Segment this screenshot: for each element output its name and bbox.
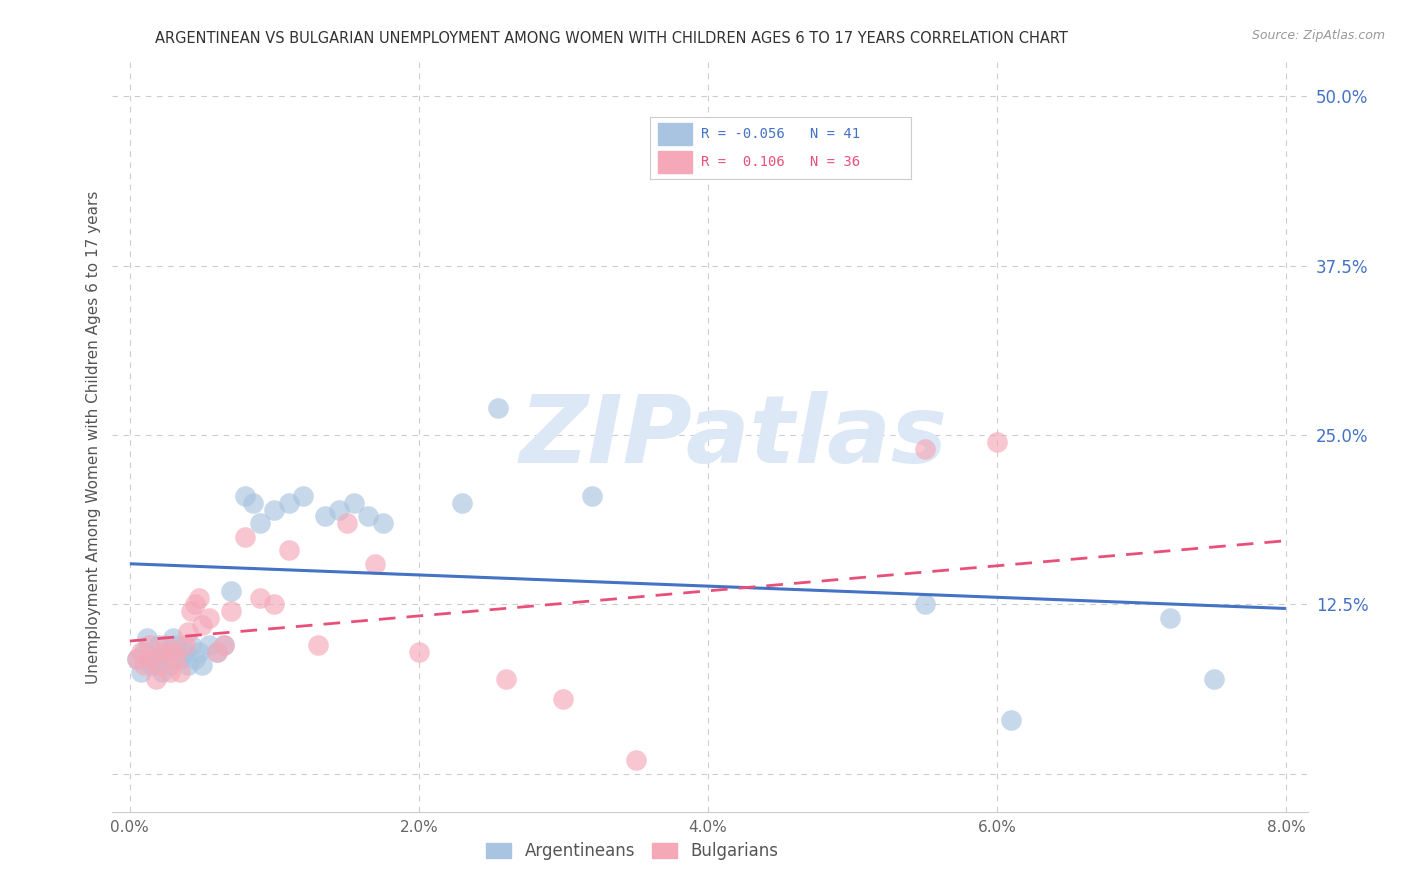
Point [184,651,207,665]
Point [169,651,191,665]
Bar [658,123,692,145]
Point [336,516,359,530]
Point [263,502,285,516]
Point [624,753,647,767]
Point [159,665,181,680]
Point [408,645,430,659]
Point [184,598,207,612]
Point [307,638,329,652]
Point [495,672,517,686]
Point [136,632,159,646]
Point [180,604,202,618]
Point [914,442,936,456]
Point [148,658,170,673]
Point [141,658,163,673]
Text: ZIPatlas: ZIPatlas [520,391,948,483]
Point [235,489,257,503]
Point [314,509,336,524]
Point [328,502,350,516]
Point [155,645,177,659]
Point [150,665,173,680]
Point [148,638,170,652]
Point [145,651,167,665]
Point [486,401,509,415]
Point [219,604,242,618]
Point [343,496,366,510]
Point [188,645,211,659]
Point [1202,672,1225,686]
Point [173,645,195,659]
Point [188,591,211,605]
Bar [658,151,692,173]
Point [242,496,264,510]
Point [205,645,228,659]
Point [986,434,1008,449]
Point [162,645,184,659]
Point [212,638,235,652]
Point [125,651,148,665]
Point [205,645,228,659]
Point [159,658,181,673]
Point [219,583,242,598]
Legend: Argentineans, Bulgarians: Argentineans, Bulgarians [479,836,785,867]
Point [249,591,271,605]
Point [277,543,299,558]
Point [292,489,315,503]
Point [150,645,173,659]
Point [581,489,603,503]
Point [141,651,163,665]
Point [277,496,299,510]
Point [134,645,156,659]
Point [180,638,202,652]
Point [165,638,187,652]
Point [162,632,184,646]
Text: Source: ZipAtlas.com: Source: ZipAtlas.com [1251,29,1385,42]
Point [451,496,474,510]
Point [191,658,214,673]
Point [1159,611,1181,625]
Y-axis label: Unemployment Among Women with Children Ages 6 to 17 years: Unemployment Among Women with Children A… [86,190,101,684]
Point [371,516,394,530]
Point [198,611,221,625]
Point [212,638,235,652]
Point [364,557,387,571]
Point [914,598,936,612]
Point [249,516,271,530]
Point [134,658,156,673]
Point [1000,713,1022,727]
Point [169,665,191,680]
Point [198,638,221,652]
Point [173,638,195,652]
Point [131,645,153,659]
Text: ARGENTINEAN VS BULGARIAN UNEMPLOYMENT AMONG WOMEN WITH CHILDREN AGES 6 TO 17 YEA: ARGENTINEAN VS BULGARIAN UNEMPLOYMENT AM… [155,31,1069,46]
Point [176,658,198,673]
Point [191,617,214,632]
Text: R = -0.056   N = 41: R = -0.056 N = 41 [700,127,860,141]
Point [235,530,257,544]
Point [138,638,160,652]
Point [145,672,167,686]
Point [131,665,153,680]
Point [263,598,285,612]
Text: R =  0.106   N = 36: R = 0.106 N = 36 [700,155,860,169]
Point [357,509,380,524]
Point [553,692,575,706]
Point [165,651,187,665]
Point [155,638,177,652]
Point [125,651,148,665]
Point [176,624,198,639]
